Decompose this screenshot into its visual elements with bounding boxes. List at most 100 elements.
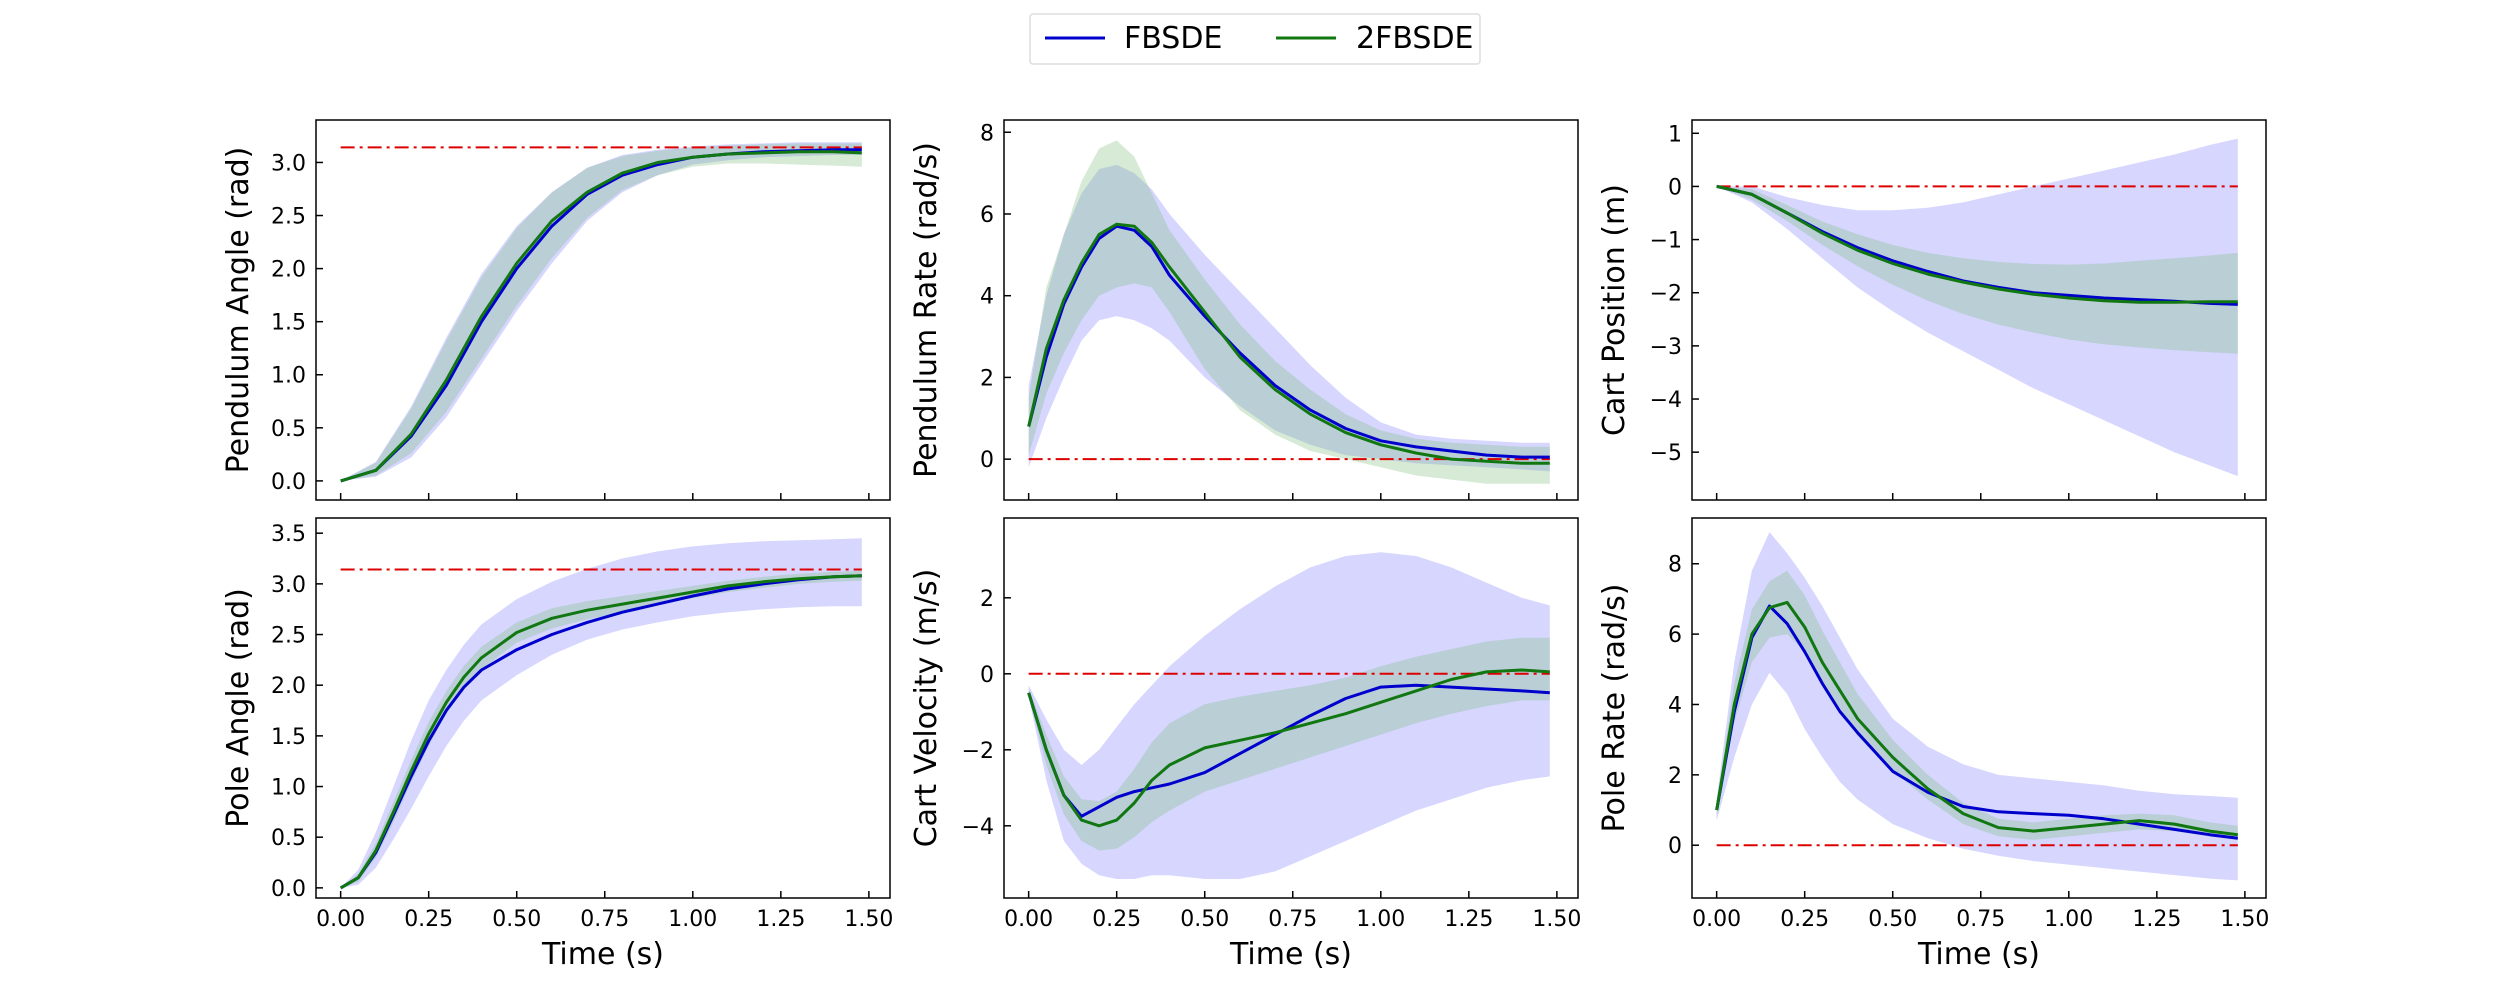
x-tick-label: 0.50 <box>1868 907 1917 932</box>
x-tick-label: 1.50 <box>1532 907 1581 932</box>
y-tick-label: 3.0 <box>271 573 306 598</box>
mean-line-2fbsde <box>339 574 862 890</box>
y-tick-label: −1 <box>1650 229 1682 254</box>
legend-frame <box>1029 13 1481 65</box>
y-tick-label: −4 <box>1650 388 1682 413</box>
x-tick-label: 1.25 <box>756 907 805 932</box>
band-2fbsde <box>1716 570 2238 840</box>
x-tick-label: 0.00 <box>1004 907 1053 932</box>
subplot-grid: 0.0 0.5 1.0 1.5 2.0 2.5 3.0 Pendulum Angle (rad… <box>221 119 2269 972</box>
axes-frame <box>1691 119 2267 501</box>
band-2fbsde <box>1716 186 2238 354</box>
band-2fbsde <box>340 143 862 481</box>
x-tick-label: 0.50 <box>492 907 541 932</box>
axes-frame <box>315 517 891 899</box>
x-tick-label: 0.75 <box>580 907 629 932</box>
x-tick-label: 0.75 <box>1268 907 1317 932</box>
x-tick-label: 1.00 <box>668 907 717 932</box>
mean-line-2fbsde <box>1715 600 2238 837</box>
y-tick-label: 3.5 <box>271 522 306 547</box>
x-tick-label: 1.00 <box>1356 907 1405 932</box>
x-axis-label: Time (s) <box>1229 937 1352 972</box>
y-tick-label: 2 <box>980 366 994 391</box>
legend-label-2fbsde: 2FBSDE <box>1356 21 1474 56</box>
x-tick-label: 1.25 <box>2132 907 2181 932</box>
axes-frame <box>1003 517 1579 899</box>
y-tick-label: 2.5 <box>271 624 306 649</box>
y-axis-label: Pendulum Angle (rad) <box>221 147 256 474</box>
axes-frame <box>1003 119 1579 501</box>
y-tick-label: 2 <box>980 587 994 612</box>
y-axis-label: Pendulum Rate (rad/s) <box>909 142 944 478</box>
subplot-4: 0.00 0.25 0.50 0.75 1.00 1.25 1.50 0.0 0.5 1.0 1.5… <box>221 517 893 972</box>
band-fbsde <box>340 142 862 481</box>
y-tick-label: −4 <box>962 815 994 840</box>
y-axis-label: Pole Angle (rad) <box>221 588 256 828</box>
y-tick-label: 0 <box>980 663 994 688</box>
y-axis-label: Cart Position (m) <box>1597 184 1632 436</box>
subplot-2: 0 2 4 6 8 Pendulum Rate (rad/s) <box>909 119 1579 501</box>
x-tick-label: 1.25 <box>1444 907 1493 932</box>
y-tick-label: 0.0 <box>271 877 306 902</box>
subplot-3: −5 −4 −3 −2 −1 0 1 Cart Position (m) <box>1597 119 2267 501</box>
y-tick-label: 1.5 <box>271 725 306 750</box>
y-tick-label: 1 <box>1668 122 1682 147</box>
x-tick-label: 0.25 <box>1092 907 1141 932</box>
x-tick-label: 1.50 <box>2220 907 2269 932</box>
band-fbsde <box>1716 138 2238 477</box>
subplot-5: 0.00 0.25 0.50 0.75 1.00 1.25 1.50 −4 −2 0 2 Cart V… <box>909 517 1581 972</box>
legend: FBSDE 2FBSDE <box>1029 13 1481 65</box>
x-tick-label: 0.75 <box>1956 907 2005 932</box>
x-tick-label: 0.25 <box>404 907 453 932</box>
mean-line-2fbsde <box>1027 668 1550 828</box>
y-tick-label: −2 <box>1650 282 1682 307</box>
y-tick-label: 4 <box>980 285 994 310</box>
subplot-6: 0.00 0.25 0.50 0.75 1.00 1.25 1.50 0 2 4 6 8 Pole Ra… <box>1597 517 2269 972</box>
mean-line-2fbsde <box>340 150 862 483</box>
band-fbsde <box>1028 164 1550 472</box>
x-axis-label: Time (s) <box>541 937 664 972</box>
y-tick-label: 0.0 <box>271 470 306 495</box>
y-tick-label: 1.0 <box>271 364 306 389</box>
y-tick-label: 8 <box>1668 553 1682 578</box>
plot-area <box>1027 140 1550 484</box>
plot-area <box>339 538 862 890</box>
subplot-1: 0.0 0.5 1.0 1.5 2.0 2.5 3.0 Pendulum Angle (rad… <box>221 119 891 501</box>
y-axis-label: Cart Velocity (m/s) <box>909 569 944 848</box>
y-tick-label: 1.5 <box>271 311 306 336</box>
y-axis-label: Pole Rate (rad/s) <box>1597 584 1632 833</box>
band-fbsde <box>1716 532 2238 881</box>
y-tick-label: −2 <box>962 739 994 764</box>
band-fbsde <box>1028 552 1550 879</box>
y-tick-label: 2.0 <box>271 674 306 699</box>
plot-area <box>1716 138 2238 477</box>
y-tick-label: −3 <box>1650 335 1682 360</box>
x-tick-label: 0.25 <box>1780 907 1829 932</box>
x-axis-label: Time (s) <box>1917 937 2040 972</box>
x-tick-label: 0.00 <box>1692 907 1741 932</box>
y-tick-label: 6 <box>1668 623 1682 648</box>
y-tick-label: 0.5 <box>271 417 306 442</box>
plot-area <box>1715 532 2238 881</box>
y-tick-label: 3.0 <box>271 151 306 176</box>
y-tick-label: 0 <box>1668 175 1682 200</box>
plot-area <box>340 142 862 483</box>
y-tick-label: 2 <box>1668 764 1682 789</box>
y-tick-label: 0 <box>980 448 994 473</box>
axes-frame <box>315 119 891 501</box>
mean-line-fbsde <box>1715 604 2238 840</box>
mean-line-fbsde <box>1027 683 1550 818</box>
axes-frame <box>1691 517 2267 899</box>
y-tick-label: 6 <box>980 203 994 228</box>
band-fbsde <box>340 538 862 888</box>
mean-line-2fbsde <box>1716 184 2238 304</box>
y-tick-label: 2.0 <box>271 258 306 283</box>
legend-label-fbsde: FBSDE <box>1124 21 1222 56</box>
band-2fbsde <box>1028 140 1550 484</box>
y-tick-label: 8 <box>980 121 994 146</box>
y-tick-label: 2.5 <box>271 205 306 230</box>
x-tick-label: 0.00 <box>316 907 365 932</box>
y-tick-label: 0.5 <box>271 826 306 851</box>
x-tick-label: 1.50 <box>844 907 893 932</box>
